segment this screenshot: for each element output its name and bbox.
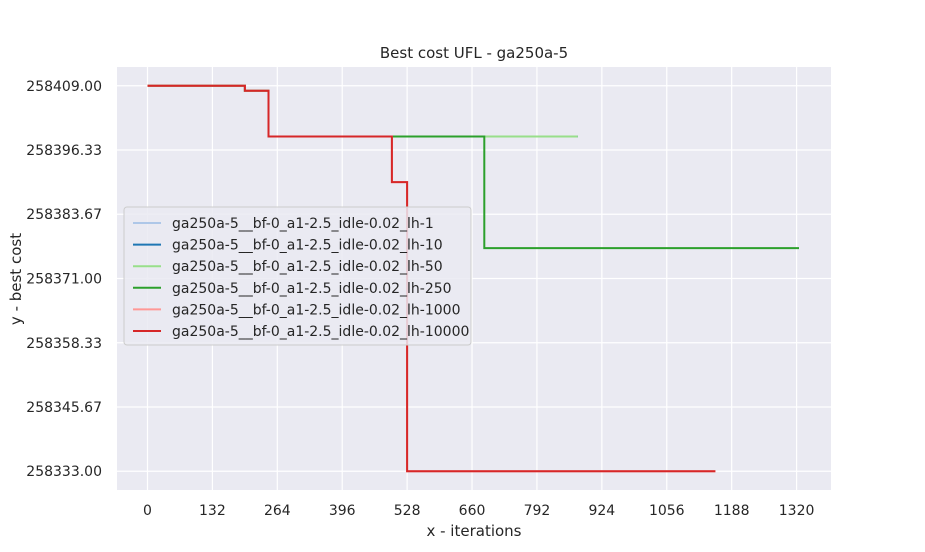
legend-label: ga250a-5__bf-0_a1-2.5_idle-0.02_lh-10 — [172, 238, 443, 254]
x-ticks: 0 132 264 396 528 660 792 924 1056 1188 1320 — [143, 503, 814, 519]
y-tick-label: 258383.67 — [26, 207, 102, 223]
x-tick-label: 264 — [264, 503, 291, 519]
legend-label: ga250a-5__bf-0_a1-2.5_idle-0.02_lh-50 — [172, 259, 443, 275]
x-tick-label: 528 — [394, 503, 421, 519]
x-tick-label: 1188 — [714, 503, 750, 519]
x-tick-label: 0 — [143, 503, 152, 519]
x-tick-label: 1056 — [649, 503, 685, 519]
y-tick-label: 258358.33 — [26, 336, 102, 352]
y-axis-label: y - best cost — [7, 233, 25, 325]
y-tick-label: 258371.00 — [26, 272, 102, 288]
legend: ga250a-5__bf-0_a1-2.5_idle-0.02_lh-1 ga25… — [123, 206, 472, 346]
legend-label: ga250a-5__bf-0_a1-2.5_idle-0.02_lh-1 — [172, 216, 434, 232]
x-tick-label: 396 — [329, 503, 356, 519]
x-tick-label: 924 — [588, 503, 615, 519]
x-tick-label: 792 — [524, 503, 551, 519]
y-ticks: 258333.00 258345.67 258358.33 258371.00 2583… — [26, 79, 102, 480]
legend-label: ga250a-5__bf-0_a1-2.5_idle-0.02_lh-10000 — [172, 324, 469, 340]
y-tick-label: 258396.33 — [26, 143, 102, 159]
x-tick-label: 660 — [459, 503, 486, 519]
y-tick-label: 258333.00 — [26, 464, 102, 480]
legend-label: ga250a-5__bf-0_a1-2.5_idle-0.02_lh-1000 — [172, 302, 460, 318]
x-axis-label: x - iterations — [426, 522, 521, 540]
y-tick-label: 258345.67 — [26, 400, 102, 416]
legend-label: ga250a-5__bf-0_a1-2.5_idle-0.02_lh-250 — [172, 281, 452, 297]
x-tick-label: 132 — [199, 503, 226, 519]
chart-title: Best cost UFL - ga250a-5 — [380, 44, 568, 62]
legend-box — [123, 206, 472, 346]
y-tick-label: 258409.00 — [26, 79, 102, 95]
x-tick-label: 1320 — [779, 503, 815, 519]
